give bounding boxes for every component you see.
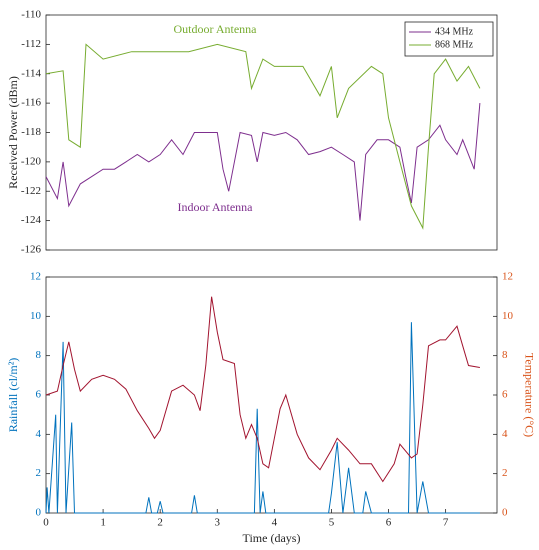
y-tick-label: 4 <box>36 428 42 440</box>
y-tick-label: -120 <box>21 155 42 167</box>
y-tick-label: -118 <box>21 126 41 138</box>
x-tick-label: 5 <box>329 517 335 529</box>
y-tick-label: -126 <box>21 244 42 256</box>
y2-tick-label: 6 <box>502 389 508 401</box>
y2-tick-label: 10 <box>502 310 514 322</box>
y2-axis-label: Temperature (°C) <box>522 353 536 437</box>
y2-tick-label: 2 <box>502 467 508 479</box>
x-tick-label: 2 <box>157 517 163 529</box>
y-tick-label: -116 <box>21 97 41 109</box>
y-tick-label: 12 <box>30 271 41 283</box>
y-tick-label: 10 <box>30 310 42 322</box>
x-tick-label: 6 <box>386 517 392 529</box>
y2-tick-label: 0 <box>502 507 508 519</box>
y-tick-label: 8 <box>36 349 42 361</box>
y-axis-label: Received Power (dBm) <box>6 76 20 189</box>
annotation: Outdoor Antenna <box>174 22 258 36</box>
y-tick-label: 2 <box>36 467 42 479</box>
legend-label: 434 MHz <box>435 26 474 37</box>
x-tick-label: 1 <box>100 517 106 529</box>
series-line <box>45 103 481 221</box>
x-axis-label: Time (days) <box>243 531 301 545</box>
series-line <box>45 43 481 230</box>
x-tick-label: 4 <box>272 517 278 529</box>
y-tick-label: -124 <box>21 214 42 226</box>
plot-area <box>45 276 498 514</box>
y2-tick-label: 8 <box>502 349 508 361</box>
y-axis-label: Rainfall (cl/m²) <box>6 358 20 433</box>
y-tick-label: -110 <box>21 9 41 21</box>
x-tick-label: 0 <box>43 517 49 529</box>
y-tick-label: 6 <box>36 389 42 401</box>
legend-box <box>404 21 494 57</box>
x-tick-label: 3 <box>215 517 221 529</box>
y-tick-label: -112 <box>21 38 41 50</box>
y2-tick-label: 4 <box>502 428 508 440</box>
series-line <box>45 322 480 514</box>
legend-label: 868 MHz <box>435 39 474 50</box>
series-line <box>45 296 480 483</box>
y2-tick-label: 12 <box>502 271 513 283</box>
annotation: Indoor Antenna <box>178 200 254 214</box>
y-tick-label: -122 <box>21 185 41 197</box>
x-tick-label: 7 <box>443 517 449 529</box>
y-tick-label: 0 <box>36 507 42 519</box>
y-tick-label: -114 <box>21 67 41 79</box>
